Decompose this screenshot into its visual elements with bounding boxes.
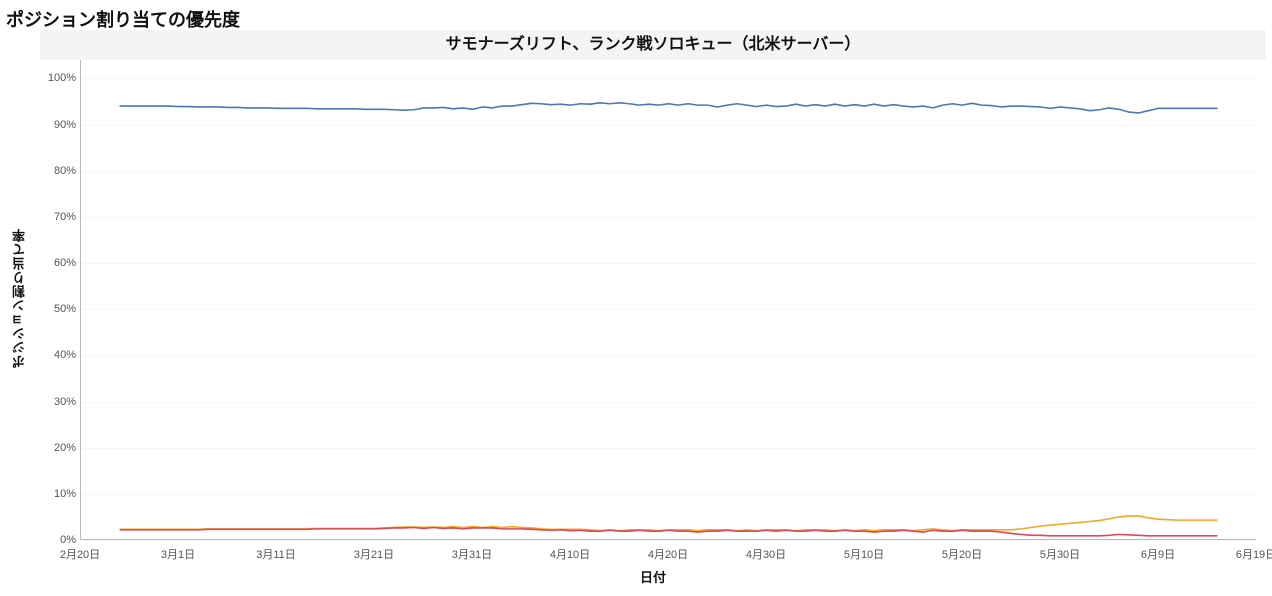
y-gridline (81, 448, 1256, 449)
y-gridline (81, 263, 1256, 264)
y-gridline (81, 355, 1256, 356)
y-gridline (81, 309, 1256, 310)
x-tick-label: 4月10日 (550, 546, 590, 562)
y-tick-label: 90% (42, 119, 76, 131)
x-tick-label: 5月30日 (1040, 546, 1080, 562)
y-gridline (81, 540, 1256, 541)
y-tick-label: 30% (42, 396, 76, 408)
x-tick-label: 3月1日 (161, 546, 195, 562)
y-gridline (81, 171, 1256, 172)
x-tick-label: 4月20日 (648, 546, 688, 562)
y-gridline (81, 494, 1256, 495)
x-tick-label: 5月20日 (942, 546, 982, 562)
y-tick-label: 80% (42, 165, 76, 177)
y-gridline (81, 78, 1256, 79)
chart-container: サモナーズリフト、ランク戦ソロキュー（北米サーバー） 日付 0% 10% 20% 30… (40, 30, 1266, 590)
y-tick-label: 70% (42, 211, 76, 223)
chart-lines (81, 60, 1256, 539)
x-tick-label: 6月9日 (1141, 546, 1175, 562)
y-tick-label: 100% (42, 72, 76, 84)
x-tick-label: 6月19日 (1236, 546, 1272, 562)
x-tick-label: 4月30日 (746, 546, 786, 562)
y-gridline (81, 125, 1256, 126)
x-tick-label: 3月21日 (354, 546, 394, 562)
section-title: ポジション割り当ての優先度 (0, 0, 1272, 32)
y-gridline (81, 217, 1256, 218)
chart-title: サモナーズリフト、ランク戦ソロキュー（北米サーバー） (40, 30, 1266, 60)
y-tick-label: 0% (42, 534, 76, 546)
x-tick-label: 3月11日 (256, 546, 296, 562)
plot-area (80, 60, 1256, 540)
x-tick-label: 2月20日 (60, 546, 100, 562)
y-tick-label: 60% (42, 257, 76, 269)
x-tick-label: 3月31日 (452, 546, 492, 562)
y-tick-label: 40% (42, 349, 76, 361)
y-gridline (81, 402, 1256, 403)
y-tick-label: 20% (42, 442, 76, 454)
y-tick-label: 10% (42, 488, 76, 500)
y-axis-label: ポジション割り当て率 (10, 228, 29, 368)
page-root: ポジション割り当ての優先度 ポジション割り当て率 サモナーズリフト、ランク戦ソロ… (0, 0, 1272, 596)
series-line-other (120, 527, 1217, 535)
series-line-primary (120, 103, 1217, 113)
series-line-secondary (120, 516, 1217, 531)
x-tick-label: 5月10日 (844, 546, 884, 562)
y-tick-label: 50% (42, 303, 76, 315)
x-axis-label: 日付 (40, 567, 1266, 586)
